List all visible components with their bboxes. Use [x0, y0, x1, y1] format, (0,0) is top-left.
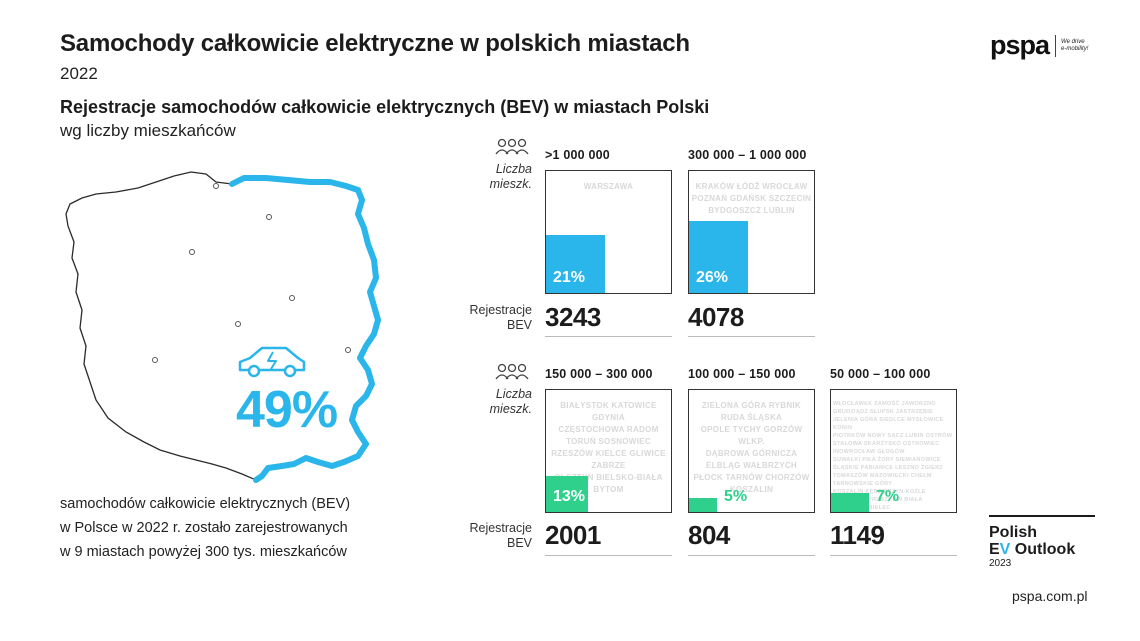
map-outline-thin — [65, 171, 257, 481]
population-category-label: 150 000 – 300 000 — [545, 367, 653, 381]
page-title: Samochody całkowicie elektryczne w polsk… — [60, 30, 690, 57]
share-bar — [546, 235, 605, 293]
map-big-percent: 49% — [236, 381, 338, 439]
share-percent-label: 7% — [876, 488, 900, 505]
population-label: Liczba mieszk. — [472, 162, 532, 192]
population-label: Liczba mieszk. — [472, 387, 532, 417]
population-label-line1: Liczba — [495, 162, 532, 176]
share-percent-label: 21% — [553, 269, 586, 286]
pev-e: E — [989, 541, 1000, 558]
population-category-label: 50 000 – 100 000 — [830, 367, 931, 381]
share-bar — [546, 476, 588, 512]
category-panel: WARSZAWA 21% — [545, 170, 672, 294]
pev-line2: EV Outlook — [989, 541, 1095, 558]
registrations-label-line1: Rejestracje — [469, 521, 532, 535]
city-dot — [189, 249, 195, 255]
cities-watermark: ZIELONA GÓRA RYBNIK RUDA ŚLĄSKA OPOLE TY… — [693, 401, 810, 494]
description-line: samochodów całkowicie elektrycznych (BEV… — [60, 496, 351, 512]
registrations-underline — [688, 336, 815, 337]
pev-v: V — [999, 541, 1011, 558]
poland-map — [65, 171, 381, 483]
pev-outlook: Outlook — [1010, 541, 1076, 558]
logo-separator — [1055, 34, 1057, 57]
share-percent-label: 26% — [696, 269, 729, 286]
city-dot — [345, 347, 351, 353]
cities-watermark: KRAKÓW ŁÓDŹ WROCŁAW POZNAŃ GDAŃSK SZCZEC… — [691, 182, 812, 215]
registrations-underline — [545, 336, 672, 337]
share-bar — [689, 221, 748, 293]
city-dot — [235, 321, 241, 327]
description-line: w Polsce w 2022 r. zostało zarejestrowan… — [60, 520, 348, 536]
population-label-line1: Liczba — [495, 387, 532, 401]
population-category-label: 100 000 – 150 000 — [688, 367, 796, 381]
share-bar — [831, 493, 869, 512]
registrations-underline — [688, 555, 815, 556]
registrations-count: 804 — [688, 520, 730, 550]
electric-car-icon — [238, 346, 306, 378]
cities-watermark: WARSZAWA — [583, 182, 634, 191]
people-icon — [495, 363, 529, 380]
polish-ev-outlook-logo: Polish EV Outlook 2023 — [989, 515, 1095, 570]
registrations-count: 4078 — [688, 302, 744, 332]
city-dot — [289, 295, 295, 301]
share-percent-label: 13% — [553, 488, 586, 505]
registrations-label-line2: BEV — [506, 318, 532, 332]
pspa-logo: pspa We drive e-mobility! — [990, 30, 1089, 61]
city-dot — [266, 214, 272, 220]
registrations-underline — [545, 555, 672, 556]
category-panel: KRAKÓW ŁÓDŹ WROCŁAW POZNAŃ GDAŃSK SZCZEC… — [688, 170, 815, 294]
people-icon — [495, 138, 529, 155]
registrations-label-line2: BEV — [506, 536, 532, 550]
city-dot — [213, 183, 219, 189]
map-outline-highlight — [229, 175, 381, 483]
share-percent-label: 5% — [724, 488, 748, 505]
category-panel: ZIELONA GÓRA RYBNIK RUDA ŚLĄSKA OPOLE TY… — [688, 389, 815, 513]
pev-top-rule — [989, 515, 1095, 517]
chart-subtitle: Rejestracje samochodów całkowicie elektr… — [60, 97, 710, 117]
map-description: samochodów całkowicie elektrycznych (BEV… — [60, 492, 420, 564]
registrations-count: 3243 — [545, 302, 601, 332]
logo-text: pspa — [990, 30, 1050, 60]
page-year: 2022 — [60, 64, 98, 83]
description-line: w 9 miastach powyżej 300 tys. mieszkańcó… — [60, 544, 347, 560]
registrations-label: Rejestracje BEV — [452, 521, 532, 551]
city-dot — [152, 357, 158, 363]
population-category-label: >1 000 000 — [545, 148, 610, 162]
chart-subtitle-secondary: wg liczby mieszkańców — [60, 121, 236, 140]
site-url[interactable]: pspa.com.pl — [1012, 588, 1088, 604]
pev-year: 2023 — [989, 558, 1012, 569]
registrations-underline — [830, 555, 957, 556]
population-label-line2: mieszk. — [489, 177, 532, 191]
population-category-label: 300 000 – 1 000 000 — [688, 148, 807, 162]
pev-line1: Polish — [989, 524, 1038, 541]
cities-watermark: BIAŁYSTOK KATOWICE GDYNIA CZĘSTOCHOWA RA… — [551, 401, 666, 494]
category-panel: WŁOCŁAWEK ZAMOŚĆ JAWORZNO GRUDZIĄDZ SŁUP… — [830, 389, 957, 513]
registrations-label-line1: Rejestracje — [469, 303, 532, 317]
registrations-count: 1149 — [830, 520, 885, 550]
registrations-label: Rejestracje BEV — [452, 303, 532, 333]
registrations-count: 2001 — [545, 520, 601, 550]
category-panel: BIAŁYSTOK KATOWICE GDYNIA CZĘSTOCHOWA RA… — [545, 389, 672, 513]
population-label-line2: mieszk. — [489, 402, 532, 416]
share-bar — [689, 498, 717, 512]
logo-tagline: We drive e-mobility! — [1061, 38, 1089, 52]
